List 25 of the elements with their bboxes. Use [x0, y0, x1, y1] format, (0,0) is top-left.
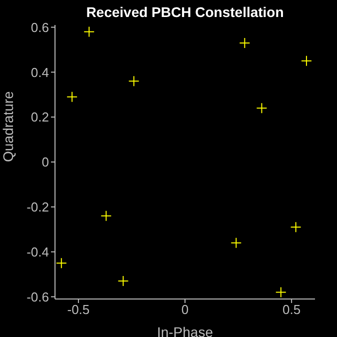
y-tick-label: 0.4: [30, 64, 49, 80]
y-tick-label: -0.6: [26, 289, 49, 304]
point: [128, 76, 140, 87]
x-axis-title: In-Phase: [156, 324, 214, 337]
point: [118, 276, 129, 287]
y-tick-label: -0.2: [26, 200, 49, 215]
y-tick-label: 0.6: [30, 20, 49, 35]
point: [290, 222, 302, 233]
point: [84, 26, 95, 38]
point: [275, 286, 286, 298]
y-axis-title: Quadrature: [0, 90, 16, 162]
y-tick-label: 0.2: [30, 110, 49, 125]
chart-title: Received PBCH Constellation: [85, 4, 285, 20]
x-tick-label: 0: [181, 302, 189, 318]
y-tick-label: 0: [42, 154, 49, 170]
point: [300, 55, 312, 66]
point: [56, 258, 67, 269]
point: [100, 210, 112, 222]
x-tick-label: -0.5: [67, 302, 90, 318]
x-tick-label: 0.5: [282, 302, 301, 318]
y-tick-label: -0.4: [26, 244, 49, 260]
point: [256, 102, 268, 114]
point: [66, 91, 78, 102]
point: [230, 237, 242, 248]
point: [239, 37, 250, 48]
